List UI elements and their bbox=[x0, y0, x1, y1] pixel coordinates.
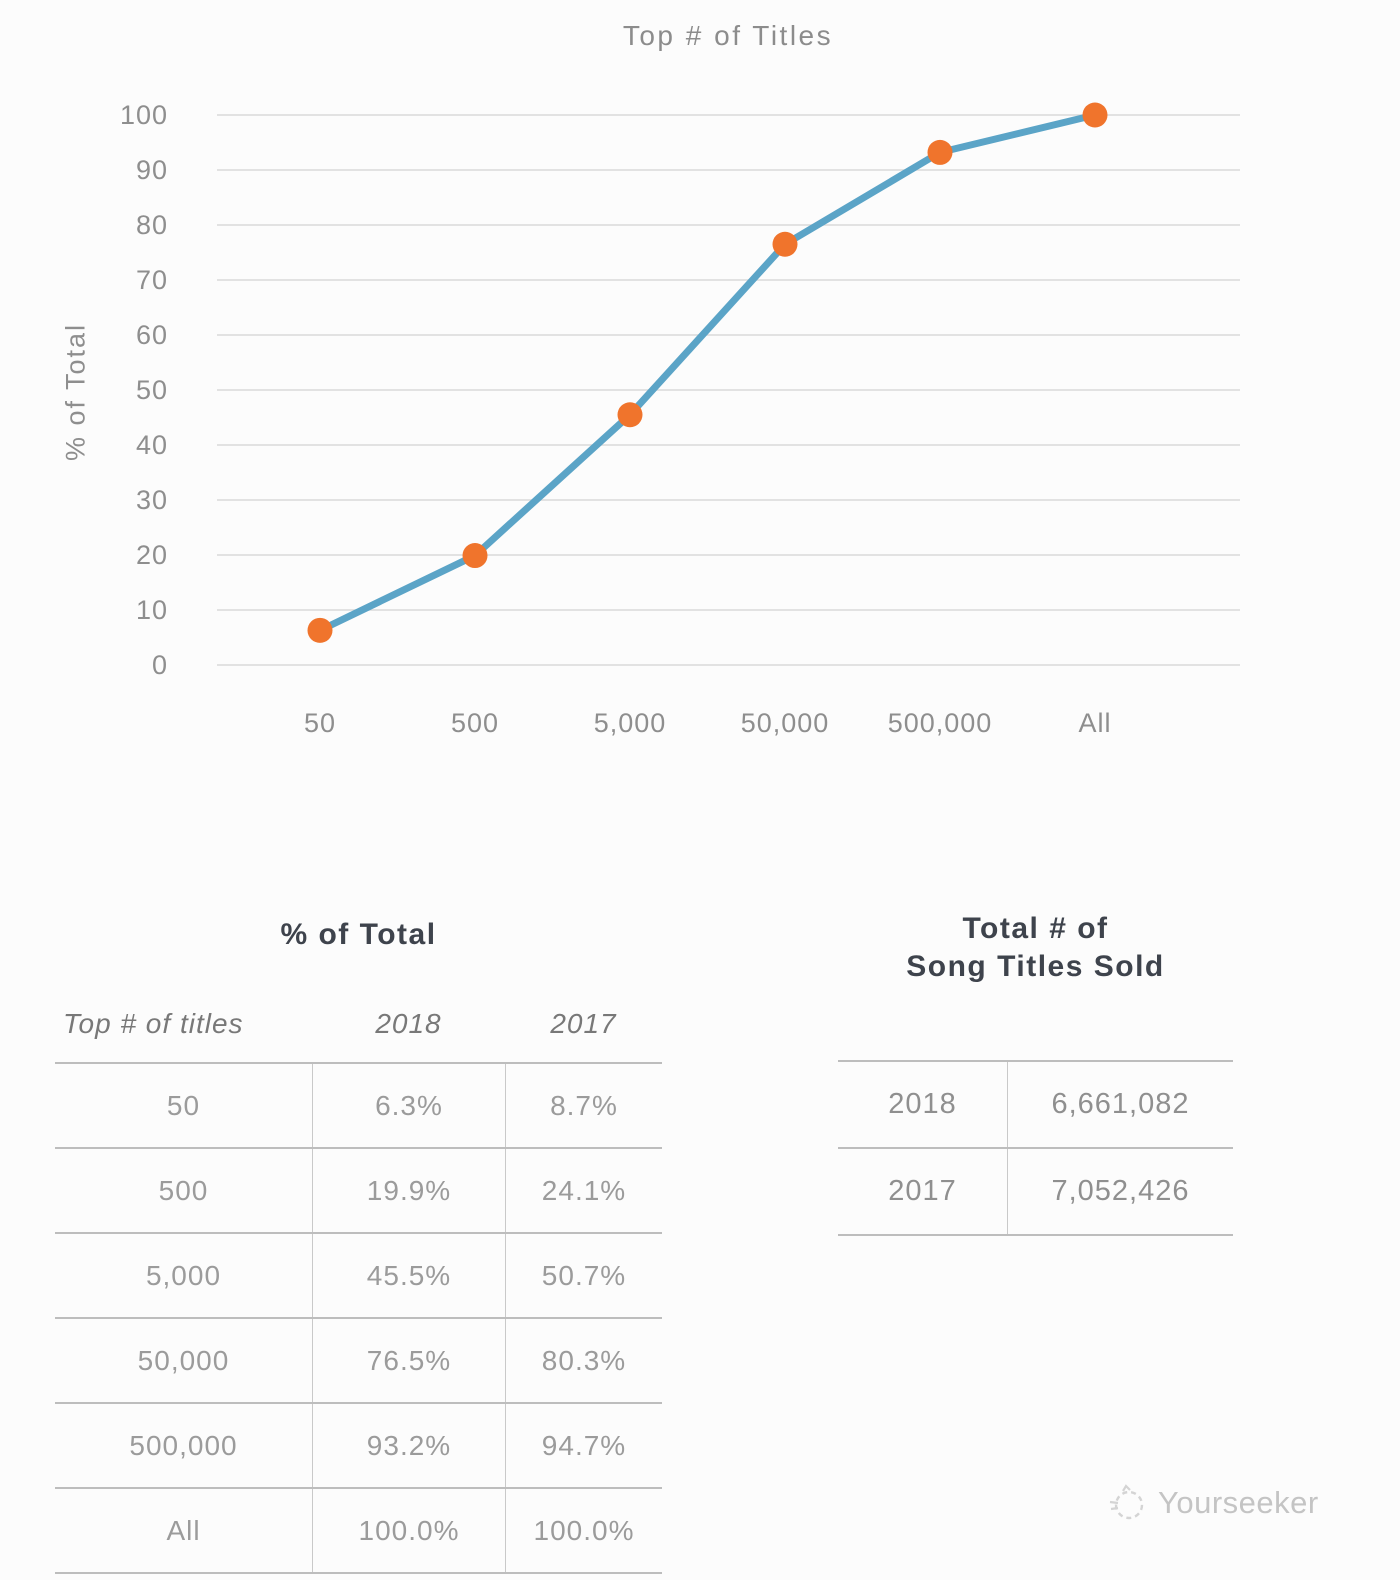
y-tick-label: 80 bbox=[136, 210, 168, 240]
table-title: % of Total bbox=[280, 918, 437, 951]
table-header-row: Top # of titles 2018 2017 bbox=[55, 998, 662, 1050]
table-row: 50,000 76.5% 80.3% bbox=[55, 1317, 662, 1402]
value-2018: 45.5% bbox=[312, 1234, 505, 1317]
line-chart: Top # of Titles % of Total 0 10 20 30 40 50 60… bbox=[61, 20, 1240, 738]
value-2017: 80.3% bbox=[505, 1319, 662, 1402]
x-tick-label: 500,000 bbox=[888, 708, 993, 738]
table-title: Total # of Song Titles Sold bbox=[838, 910, 1233, 986]
titles-sold-value: 7,052,426 bbox=[1007, 1149, 1233, 1234]
value-2018: 19.9% bbox=[312, 1149, 505, 1232]
x-tick-label: 500 bbox=[451, 708, 499, 738]
table-row: All 100.0% 100.0% bbox=[55, 1487, 662, 1572]
chart-title: Top # of Titles bbox=[622, 20, 834, 51]
column-header-top-titles: Top # of titles bbox=[63, 1008, 244, 1039]
table-title-line2: Song Titles Sold bbox=[906, 950, 1165, 983]
y-tick-label: 90 bbox=[136, 155, 168, 185]
value-2018: 76.5% bbox=[312, 1319, 505, 1402]
year-label: 2017 bbox=[888, 1175, 957, 1207]
value-2018: 6.3% bbox=[312, 1064, 505, 1147]
value-2018: 100.0% bbox=[312, 1489, 505, 1572]
data-point bbox=[617, 402, 643, 428]
value-2017: 8.7% bbox=[505, 1064, 662, 1147]
yourseeker-logo-icon bbox=[1109, 1484, 1144, 1520]
x-tick-label: 5,000 bbox=[594, 708, 667, 738]
y-tick-label: 30 bbox=[136, 485, 168, 515]
titles-sold-value: 6,661,082 bbox=[1007, 1062, 1233, 1147]
row-label: All bbox=[166, 1514, 201, 1546]
data-point bbox=[462, 543, 488, 569]
titles-sold-table: Total # of Song Titles Sold 2018 6,661,0… bbox=[838, 900, 1233, 1240]
data-point bbox=[927, 139, 953, 165]
row-label: 50,000 bbox=[137, 1344, 230, 1376]
chart-canvas: 0 10 20 30 40 50 60 70 80 90 100 50 500 5,000 50,000 50… bbox=[120, 100, 1240, 738]
y-tick-label: 10 bbox=[136, 595, 168, 625]
value-2017: 24.1% bbox=[505, 1149, 662, 1232]
value-2017: 94.7% bbox=[505, 1404, 662, 1487]
table-row: 5,000 45.5% 50.7% bbox=[55, 1232, 662, 1317]
column-header-2018: 2018 bbox=[375, 1008, 442, 1039]
table-body: 50 6.3% 8.7% 500 19.9% 24.1% 5,000 45.5%… bbox=[55, 1062, 662, 1574]
table-row: 500,000 93.2% 94.7% bbox=[55, 1402, 662, 1487]
x-tick-label: All bbox=[1078, 708, 1111, 738]
y-tick-label: 60 bbox=[136, 320, 168, 350]
data-point bbox=[1082, 102, 1108, 128]
table-body: 2018 6,661,082 2017 7,052,426 bbox=[838, 1060, 1233, 1236]
yourseeker-wordmark: Yourseeker bbox=[1158, 1485, 1319, 1520]
y-tick-label: 40 bbox=[136, 430, 168, 460]
percent-of-total-table: % of Total Top # of titles 2018 2017 50 … bbox=[55, 900, 662, 1574]
data-point bbox=[307, 617, 333, 643]
row-label: 500,000 bbox=[129, 1429, 238, 1461]
x-tick-label: 50,000 bbox=[741, 708, 830, 738]
table-row: 2017 7,052,426 bbox=[838, 1147, 1233, 1234]
y-tick-label: 0 bbox=[152, 650, 168, 680]
y-tick-label: 20 bbox=[136, 540, 168, 570]
year-label: 2018 bbox=[888, 1088, 957, 1120]
row-label: 5,000 bbox=[145, 1259, 222, 1291]
table-row: 2018 6,661,082 bbox=[838, 1060, 1233, 1147]
yourseeker-watermark: Yourseeker bbox=[1106, 1482, 1319, 1524]
data-line bbox=[316, 111, 1099, 634]
table-row: 50 6.3% 8.7% bbox=[55, 1062, 662, 1147]
value-2017: 100.0% bbox=[505, 1489, 662, 1572]
row-label: 50 bbox=[166, 1089, 201, 1121]
data-point bbox=[772, 231, 798, 257]
y-tick-label: 50 bbox=[136, 375, 168, 405]
y-tick-label: 70 bbox=[136, 265, 168, 295]
x-tick-label: 50 bbox=[304, 708, 336, 738]
y-tick-label: 100 bbox=[120, 100, 168, 130]
table-title-line1: Total # of bbox=[962, 912, 1109, 945]
table-row: 500 19.9% 24.1% bbox=[55, 1147, 662, 1232]
row-label: 500 bbox=[158, 1174, 209, 1206]
column-header-2017: 2017 bbox=[550, 1008, 617, 1039]
value-2018: 93.2% bbox=[312, 1404, 505, 1487]
value-2017: 50.7% bbox=[505, 1234, 662, 1317]
